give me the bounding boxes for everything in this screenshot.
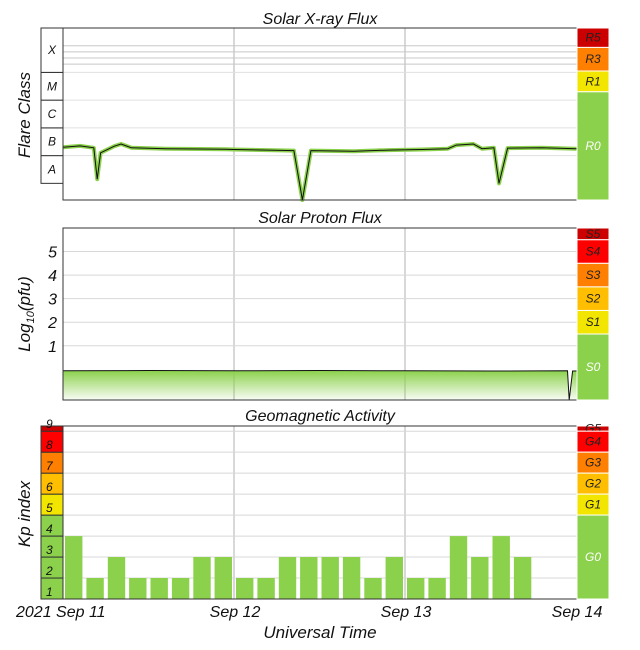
proton-tick-5: 5 — [48, 245, 57, 262]
kp-bar — [385, 557, 403, 599]
flare-class-a: A — [47, 162, 56, 176]
kp-bar — [471, 557, 489, 599]
kp-bar — [193, 557, 211, 599]
scale-label-r0: R0 — [585, 139, 601, 153]
kp-bar — [257, 578, 275, 599]
kp-bar — [300, 557, 318, 599]
scale-level-s0 — [576, 333, 610, 401]
x-tick-sep-14: Sep 14 — [552, 604, 603, 621]
scale-label-s5: S5 — [586, 227, 601, 241]
proton-ylabel: Log10(pfu) — [15, 276, 37, 352]
flare-class-x: X — [47, 43, 57, 57]
xray-short-series — [62, 143, 602, 201]
kp-bar — [492, 536, 510, 599]
kp-bar — [214, 557, 232, 599]
kp-bar — [86, 578, 104, 599]
kp-bar — [150, 578, 168, 599]
kp-tick-7: 7 — [46, 459, 54, 473]
flare-class-m: M — [47, 79, 57, 93]
kp-tick-3: 3 — [46, 543, 53, 557]
scale-label-r3: R3 — [585, 52, 601, 66]
scale-label-s2: S2 — [586, 292, 601, 306]
kp-bar — [449, 536, 468, 599]
scale-level-g0 — [576, 514, 610, 600]
scale-label-s3: S3 — [586, 268, 601, 282]
scale-bar: R5 R3 R1 R0 — [576, 27, 610, 201]
plot-background — [63, 426, 577, 599]
scale-label-s1: S1 — [586, 315, 601, 329]
x-tick-sep-12: Sep 12 — [210, 604, 261, 621]
scale-label-r1: R1 — [585, 74, 600, 88]
kp-tick-4: 4 — [46, 522, 53, 536]
proton-area — [63, 370, 602, 400]
kp-tick-8: 8 — [46, 438, 53, 452]
scale-label-s0: S0 — [586, 360, 601, 374]
flare-class-c: C — [48, 107, 57, 121]
scale-bar: S5 S4 S3 S2 S1 S0 — [576, 227, 610, 401]
scale-label-g4: G4 — [585, 435, 601, 449]
proton-tick-2: 2 — [47, 315, 57, 332]
proton-tick-4: 4 — [48, 268, 57, 285]
kp-tick-9: 9 — [46, 417, 53, 431]
plot-background — [63, 28, 577, 200]
scale-label-s4: S4 — [586, 245, 601, 259]
kp-bar — [342, 557, 361, 599]
kp-bar — [65, 536, 83, 599]
proton-plot: 1 2 3 4 5 S5 S4 S3 S2 S1 S0 — [47, 227, 610, 401]
scale-label-g0: G0 — [585, 550, 601, 564]
kp-bar — [428, 578, 446, 599]
kp-tick-6: 6 — [46, 480, 53, 494]
geomag-title: Geomagnetic Activity — [245, 408, 396, 425]
scale-label-g2: G2 — [585, 477, 601, 491]
kp-bar — [321, 557, 339, 599]
scale-level-r0 — [576, 91, 610, 201]
x-axis-label: Universal Time — [263, 623, 376, 642]
x-tick-sep-13: Sep 13 — [381, 604, 432, 621]
kp-bar — [407, 578, 425, 599]
proton-tick-1: 1 — [48, 339, 57, 356]
kp-tick-2: 2 — [45, 564, 53, 578]
kp-bar — [364, 578, 382, 599]
proton-tick-3: 3 — [48, 292, 57, 309]
geomag-ylabel: Kp index — [15, 480, 34, 547]
flare-class-b: B — [48, 135, 56, 149]
kp-bar — [236, 578, 254, 599]
scale-label-g3: G3 — [585, 456, 601, 470]
scale-label-g1: G1 — [585, 498, 601, 512]
kp-bar — [278, 557, 297, 599]
kp-tick-5: 5 — [46, 501, 53, 515]
proton-title: Solar Proton Flux — [258, 210, 383, 227]
xray-ylabel: Flare Class — [15, 72, 34, 158]
x-tick-sep-11: 2021 Sep 11 — [15, 604, 106, 621]
kp-bar — [107, 557, 126, 599]
kp-tick-1: 1 — [46, 585, 53, 599]
xray-title: Solar X-ray Flux — [263, 11, 379, 28]
proton-line — [62, 369, 602, 401]
kp-bar — [513, 557, 532, 599]
kp-bar — [171, 578, 190, 599]
kp-bar — [129, 578, 147, 599]
scale-label-r5: R5 — [585, 31, 601, 45]
kp-axis: 1 2 3 4 5 6 7 8 9 — [40, 417, 64, 600]
